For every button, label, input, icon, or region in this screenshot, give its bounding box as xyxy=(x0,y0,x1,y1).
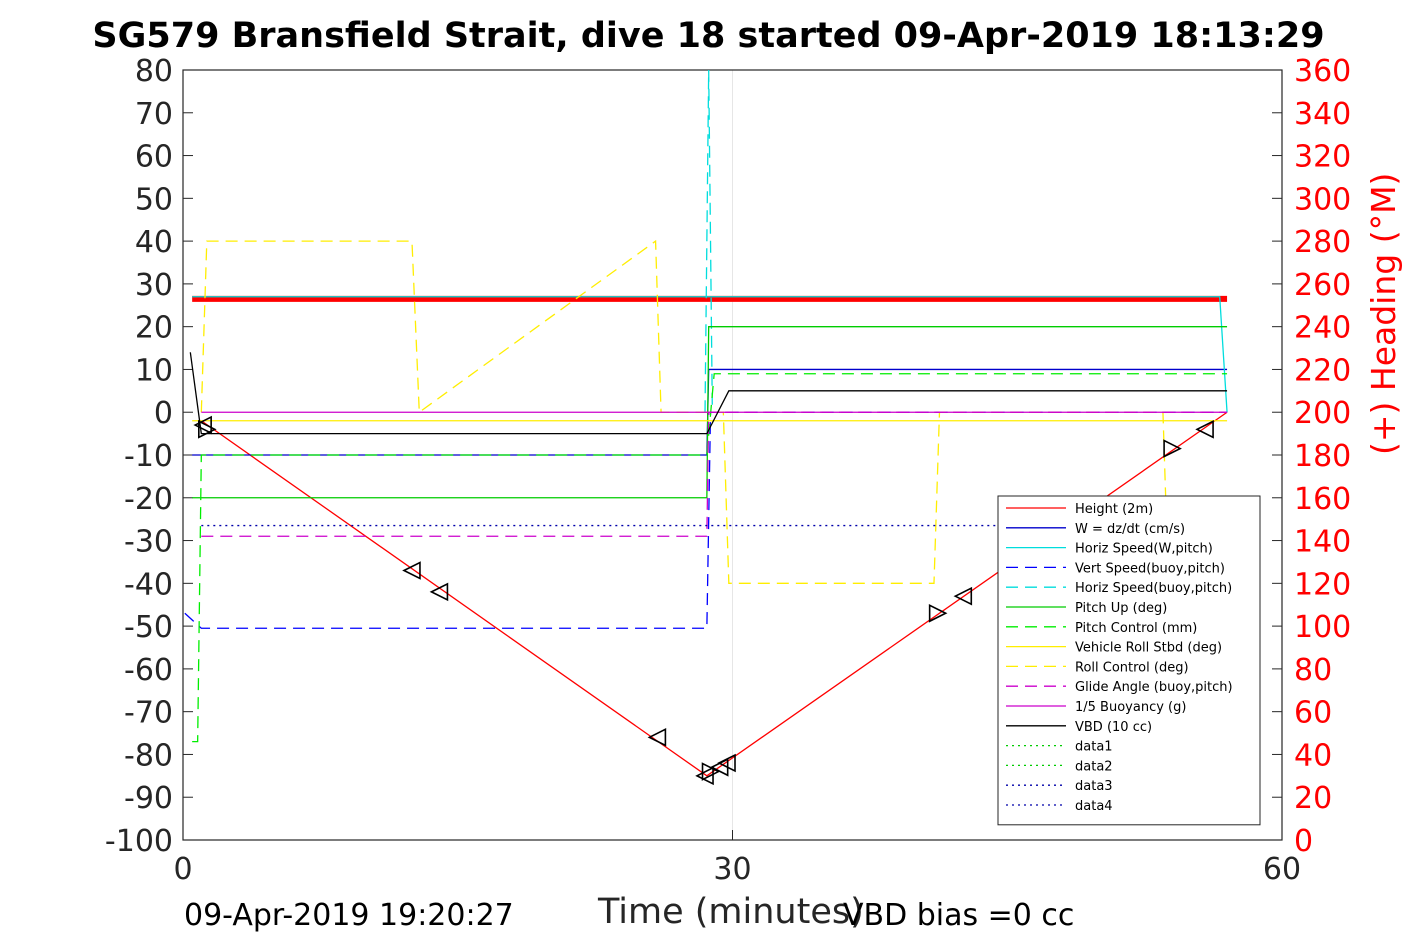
y-tick-label-left: 30 xyxy=(135,268,173,303)
marker-triangle-left xyxy=(1195,420,1214,439)
y-tick-label-right: 220 xyxy=(1294,353,1351,388)
y-tick-label-right: 160 xyxy=(1294,482,1351,517)
chart-title: SG579 Bransfield Strait, dive 18 started… xyxy=(92,16,1325,56)
series-group xyxy=(184,70,1228,786)
plot-area: 80706050403020100-10-20-30-40-50-60-70-8… xyxy=(105,54,1351,887)
legend-label: Vert Speed(buoy,pitch) xyxy=(1075,561,1225,576)
series-line-11 xyxy=(189,352,1228,435)
legend-label: Vehicle Roll Stbd (deg) xyxy=(1075,641,1222,656)
y-tick-label-right: 140 xyxy=(1294,525,1351,560)
legend-label: VBD (10 cc) xyxy=(1075,720,1152,735)
y-tick-label-left: -60 xyxy=(124,653,173,688)
marker-triangle-left xyxy=(953,586,973,606)
x-tick-label: 0 xyxy=(173,852,192,887)
y-tick-label-left: -100 xyxy=(105,824,173,859)
legend-box xyxy=(997,495,1261,826)
y-tick-label-right: 80 xyxy=(1294,653,1332,688)
series-line-4 xyxy=(704,70,714,413)
legend-label: Roll Control (deg) xyxy=(1075,660,1189,675)
marker-triangle-right xyxy=(928,603,948,623)
y-tick-label-left: -30 xyxy=(124,525,173,560)
series-line-2 xyxy=(192,296,1228,413)
y-tick-label-left: -70 xyxy=(124,696,173,731)
legend-label: Pitch Up (deg) xyxy=(1075,601,1167,616)
y-tick-label-right: 240 xyxy=(1294,311,1351,346)
y-tick-label-right: 300 xyxy=(1294,182,1351,217)
y-tick-label-right: 280 xyxy=(1294,225,1351,260)
legend: Height (2m) W = dz/dt (cm/s) Horiz Speed(W… xyxy=(997,495,1261,826)
right-y-axis-label: (+) Heading (°M) xyxy=(1364,172,1403,455)
marker-triangle-left xyxy=(695,766,714,786)
series-line-6 xyxy=(192,373,1228,743)
series-line-3 xyxy=(184,411,1228,629)
legend-label: data4 xyxy=(1075,799,1113,814)
y-tick-label-left: 50 xyxy=(135,182,173,217)
marker-triangle-left xyxy=(717,753,736,773)
y-tick-label-left: 0 xyxy=(154,396,173,431)
y-tick-label-right: 40 xyxy=(1294,738,1332,773)
legend-label: Pitch Control (mm) xyxy=(1075,621,1197,636)
y-tick-label-right: 20 xyxy=(1294,781,1332,816)
y-tick-label-left: -50 xyxy=(124,610,173,645)
legend-label: Height (2m) xyxy=(1075,502,1153,517)
legend-label: W = dz/dt (cm/s) xyxy=(1075,522,1185,537)
marker-triangle-right xyxy=(198,420,217,439)
legend-label: data2 xyxy=(1075,759,1113,774)
y-tick-label-right: 120 xyxy=(1294,567,1351,602)
y-tick-label-right: 100 xyxy=(1294,610,1351,645)
y-tick-label-right: 360 xyxy=(1294,54,1351,89)
y-tick-label-right: 320 xyxy=(1294,140,1351,175)
legend-label: Horiz Speed(W,pitch) xyxy=(1075,542,1213,557)
y-tick-label-left: -10 xyxy=(124,439,173,474)
x-tick-label: 30 xyxy=(713,852,751,887)
marker-triangle-left xyxy=(193,415,212,435)
marker-triangle-left xyxy=(429,582,449,602)
y-tick-label-left: -40 xyxy=(124,567,173,602)
y-tick-label-right: 0 xyxy=(1294,824,1313,859)
y-tick-label-left: -20 xyxy=(124,482,173,517)
y-tick-label-left: 40 xyxy=(135,225,173,260)
y-tick-label-right: 180 xyxy=(1294,439,1351,474)
x-axis-label: Time (minutes) xyxy=(598,892,864,932)
footer-timestamp: 09-Apr-2019 19:20:27 xyxy=(184,898,514,933)
legend-label: data1 xyxy=(1075,740,1113,755)
marker-triangle-left xyxy=(402,561,421,580)
y-tick-label-left: -90 xyxy=(124,781,173,816)
y-tick-label-left: 20 xyxy=(135,311,173,346)
y-tick-label-right: 340 xyxy=(1294,97,1351,132)
series-line-9 xyxy=(201,411,1228,537)
y-tick-label-right: 60 xyxy=(1294,696,1332,731)
y-tick-label-left: 60 xyxy=(135,140,173,175)
y-tick-label-right: 200 xyxy=(1294,396,1351,431)
legend-label: data3 xyxy=(1075,779,1113,794)
x-tick-label: 60 xyxy=(1263,852,1301,887)
y-tick-label-left: -80 xyxy=(124,738,173,773)
marker-triangle-right xyxy=(1163,439,1182,458)
legend-label: Horiz Speed(buoy,pitch) xyxy=(1075,581,1232,596)
y-tick-label-left: 80 xyxy=(135,54,173,89)
legend-label: 1/5 Buoyancy (g) xyxy=(1075,700,1186,715)
y-tick-label-left: 70 xyxy=(135,97,173,132)
y-tick-label-right: 260 xyxy=(1294,268,1351,303)
legend-label: Glide Angle (buoy,pitch) xyxy=(1075,680,1233,695)
marker-triangle-left xyxy=(647,728,667,747)
y-tick-label-left: 10 xyxy=(135,353,173,388)
footer-vbd-bias: VBD bias =0 cc xyxy=(843,898,1075,933)
